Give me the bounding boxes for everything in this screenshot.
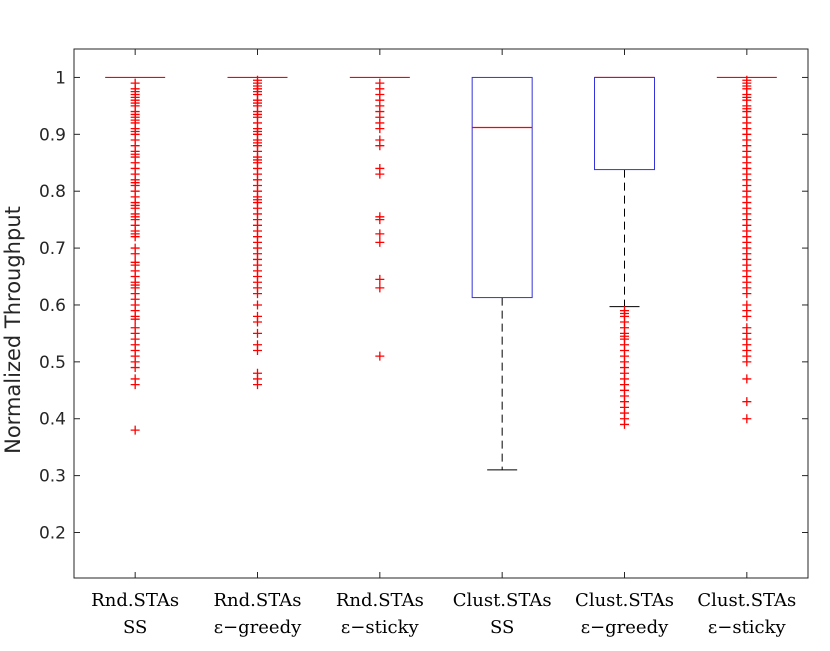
x-category-label-line1: Clust.STAs: [453, 590, 552, 611]
outlier-marker: [620, 419, 629, 429]
outlier-marker: [253, 328, 262, 338]
outlier-marker: [742, 311, 752, 321]
x-category-label-line2: SS: [123, 617, 147, 638]
x-category-label-line2: ε−sticky: [341, 617, 420, 638]
y-tick-label: 0.9: [39, 125, 66, 145]
outlier-marker: [253, 300, 262, 310]
x-category-label-line2: ε−greedy: [214, 617, 302, 638]
box: [594, 76, 655, 171]
outlier-marker: [375, 237, 385, 247]
x-category-label-line2: SS: [490, 617, 514, 638]
outlier-marker: [130, 425, 140, 435]
outlier-marker: [130, 249, 140, 259]
outlier-marker: [375, 351, 385, 361]
outlier-marker: [742, 289, 752, 299]
outlier-marker: [375, 215, 385, 225]
outlier-marker: [375, 283, 385, 293]
y-tick-label: 0.5: [39, 353, 66, 373]
x-category-label-line1: Rnd.STAs: [91, 590, 179, 611]
outlier-marker: [742, 357, 752, 367]
outlier-marker: [253, 380, 262, 390]
outlier-marker: [253, 289, 262, 299]
outlier-marker: [375, 274, 385, 284]
outlier-marker: [375, 229, 385, 239]
y-axis-label: Normalized Throughput: [1, 206, 25, 454]
outlier-marker: [375, 169, 385, 179]
y-tick-label: 0.8: [39, 182, 66, 202]
outlier-marker: [375, 141, 385, 151]
outlier-marker: [130, 380, 140, 390]
outlier-marker: [253, 317, 262, 327]
y-tick-label: 0.3: [39, 467, 66, 487]
outlier-marker: [742, 397, 752, 407]
outlier-marker: [130, 232, 140, 242]
box: [471, 76, 533, 299]
x-category-label-line2: ε−greedy: [581, 617, 669, 638]
x-category-label-line1: Rnd.STAs: [214, 590, 302, 611]
y-tick-label: 0.7: [39, 239, 66, 259]
x-category-label-line1: Clust.STAs: [697, 590, 796, 611]
y-tick-label: 0.6: [39, 296, 66, 316]
plot-area: [105, 75, 777, 471]
x-category-label-line1: Rnd.STAs: [336, 590, 424, 611]
axes-frame: [73, 48, 809, 579]
outlier-marker: [742, 414, 752, 424]
outlier-marker: [130, 363, 140, 373]
y-tick-label: 0.4: [39, 410, 66, 430]
axes: 0.2 0.3 0.4 0.5 0.6 0.7 0.8 0.9 1 Rnd.STAs SS Rnd.S…: [39, 48, 809, 638]
y-tick-label: 0.2: [39, 523, 66, 543]
outlier-marker: [130, 314, 140, 324]
y-tick-label: 1: [55, 68, 66, 88]
outlier-marker: [375, 124, 385, 134]
outlier-marker: [742, 374, 752, 384]
x-category-label-line1: Clust.STAs: [575, 590, 674, 611]
outlier-marker: [253, 345, 262, 355]
x-category-label-line2: ε−sticky: [708, 617, 787, 638]
